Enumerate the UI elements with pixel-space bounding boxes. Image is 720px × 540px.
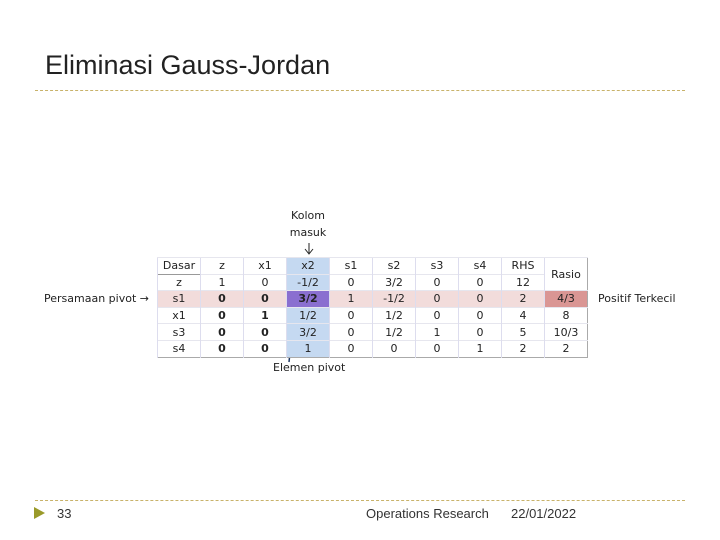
tableau: Dasar z x1 x2 s1 s2 s3 s4 RHS Rasio z 1 0 -1/2 0 3/2 0 0 1… (157, 256, 588, 358)
cell: x2 (286, 257, 330, 275)
cell: 10/3 (544, 323, 588, 341)
row: s1 0 0 3/2 1 -1/2 0 0 2 4/3 (157, 290, 588, 308)
slide-title: Eliminasi Gauss-Jordan (45, 50, 331, 80)
footer-rule (35, 500, 685, 501)
cell: 2 (501, 290, 545, 308)
cell: 0 (329, 306, 373, 324)
cell: 0 (329, 323, 373, 341)
row: s3 0 0 3/2 0 1/2 1 0 5 10/3 (157, 323, 588, 341)
cell: 0 (458, 290, 502, 308)
cell: 0 (329, 339, 373, 358)
cell: 3/2 (286, 290, 330, 308)
cell: 0 (415, 290, 459, 308)
cell: 0 (243, 290, 287, 308)
cell: 0 (243, 339, 287, 358)
cell: s3 (157, 323, 201, 341)
cell: Rasio (544, 256, 588, 291)
date: 22/01/2022 (511, 506, 577, 521)
cell: 12 (501, 273, 545, 291)
cell: 0 (458, 306, 502, 324)
cell: 2 (501, 339, 545, 358)
cell: 0 (200, 323, 244, 341)
cell: RHS (501, 257, 545, 275)
cell: s4 (458, 257, 502, 275)
cell: 1 (243, 306, 287, 324)
row: s4 0 0 1 0 0 0 1 2 2 (157, 339, 588, 358)
cell: 0 (415, 339, 459, 358)
cell: 4/3 (544, 290, 588, 308)
cell: 0 (372, 339, 416, 358)
cell: Dasar (157, 257, 201, 275)
note-line: Kolom (291, 209, 325, 222)
cell: 0 (329, 273, 373, 291)
course: Operations Research (366, 506, 489, 521)
cell: 1 (329, 290, 373, 308)
cell: 1/2 (372, 323, 416, 341)
cell: 0 (200, 290, 244, 308)
cell: 8 (544, 306, 588, 324)
cell: z (200, 257, 244, 275)
cell: 0 (243, 323, 287, 341)
cell: 1/2 (286, 306, 330, 324)
cell: s3 (415, 257, 459, 275)
entering-column-note: Kolom masuk (272, 207, 344, 241)
pivot-element-note: Elemen pivot (273, 361, 346, 374)
cell: x1 (157, 306, 201, 324)
arrow-head (304, 248, 314, 255)
cell: 0 (458, 323, 502, 341)
cell: 1 (458, 339, 502, 358)
cell: 1/2 (372, 306, 416, 324)
cell: 1 (415, 323, 459, 341)
pivot-row-note: Persamaan pivot → (44, 292, 149, 305)
cell: 0 (415, 306, 459, 324)
cell: s1 (157, 290, 201, 308)
cell: x1 (243, 257, 287, 275)
header-row: Dasar z x1 x2 s1 s2 s3 s4 RHS Rasio (157, 256, 588, 291)
cell: 0 (200, 339, 244, 358)
bullet (34, 507, 45, 519)
cell: 1 (200, 273, 244, 291)
cell: 0 (243, 273, 287, 291)
cell: z (157, 273, 201, 291)
cell: 4 (501, 306, 545, 324)
cell: 0 (415, 273, 459, 291)
cell: -1/2 (372, 290, 416, 308)
cell: s4 (157, 339, 201, 358)
cell: 0 (200, 306, 244, 324)
cell: s2 (372, 257, 416, 275)
cell: 0 (458, 273, 502, 291)
cell: 3/2 (286, 323, 330, 341)
row: z 1 0 -1/2 0 3/2 0 0 12 (157, 273, 588, 291)
cell: s1 (329, 257, 373, 275)
cell: 5 (501, 323, 545, 341)
cell: 3/2 (372, 273, 416, 291)
cell: 1 (286, 339, 330, 358)
note-line: masuk (289, 226, 327, 239)
title-rule (35, 90, 685, 91)
smallest-note: Positif Terkecil (598, 292, 676, 305)
cell: -1/2 (286, 273, 330, 291)
page-number: 33 (57, 506, 72, 521)
cell: 2 (544, 339, 588, 358)
row: x1 0 1 1/2 0 1/2 0 0 4 8 (157, 306, 588, 324)
